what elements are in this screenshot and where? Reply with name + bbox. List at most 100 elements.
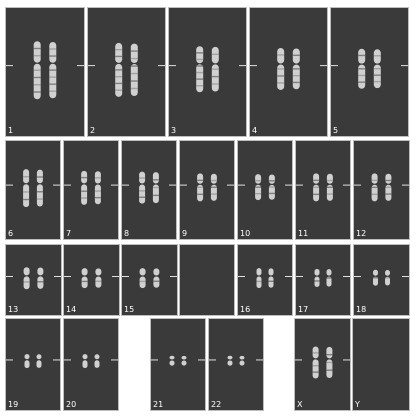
chromosome-left bbox=[255, 174, 262, 201]
chromosome-band bbox=[33, 84, 41, 86]
chromosome-band bbox=[210, 193, 217, 195]
chromosome-pair bbox=[354, 173, 409, 202]
chromosome-pair bbox=[64, 354, 118, 369]
chromosome-band bbox=[211, 68, 219, 70]
chromosome-p-arm bbox=[256, 268, 262, 276]
chromosome-p-arm bbox=[255, 174, 262, 184]
chromosome-band bbox=[196, 65, 204, 67]
chromosome-band bbox=[385, 179, 392, 182]
chromosome-q-arm bbox=[23, 276, 30, 290]
chromosome-p-arm bbox=[196, 46, 204, 64]
chromosome-left bbox=[82, 354, 88, 369]
chromosome-q-arm bbox=[33, 63, 41, 100]
chromosome-pair bbox=[88, 42, 165, 97]
chromosome-band bbox=[197, 186, 204, 189]
chromosome-p-arm bbox=[326, 346, 333, 359]
chromosome-band bbox=[115, 48, 123, 51]
chromosome-band bbox=[358, 74, 366, 77]
chromosome-band bbox=[268, 180, 275, 182]
chromosome-q-arm bbox=[95, 276, 102, 288]
chromosome-left bbox=[256, 268, 262, 289]
chromosome-q-arm bbox=[326, 276, 332, 287]
chromosome-q-arm bbox=[37, 276, 44, 289]
chromosome-band bbox=[292, 81, 300, 84]
chromosome-band bbox=[81, 280, 88, 283]
chromosome-q-arm bbox=[81, 276, 88, 289]
chromosome-band bbox=[371, 193, 378, 196]
chromosome-left bbox=[197, 173, 204, 202]
chromosome-band bbox=[326, 186, 333, 188]
chromosome-number-label: 8 bbox=[124, 229, 130, 238]
chromosome-band bbox=[211, 53, 219, 55]
chromosome-band bbox=[255, 179, 262, 182]
chromosome-p-arm bbox=[371, 173, 378, 184]
chromosome-band bbox=[373, 80, 381, 83]
chromosome-left bbox=[81, 170, 88, 205]
chromosome-right bbox=[385, 269, 390, 286]
chromosome-p-arm bbox=[197, 173, 204, 184]
chromosome-p-arm bbox=[326, 269, 332, 276]
chromosome-band bbox=[49, 76, 57, 78]
chromosome-pair bbox=[169, 46, 246, 93]
chromosome-left bbox=[115, 42, 123, 97]
chromosome-p-arm bbox=[23, 169, 30, 184]
chromosome-q-arm bbox=[268, 276, 274, 288]
chromosome-q-arm bbox=[385, 184, 392, 201]
chromosome-band bbox=[211, 83, 219, 85]
chromosome-pair bbox=[250, 47, 327, 90]
chromosome-right bbox=[385, 173, 392, 201]
chromosome-left bbox=[314, 268, 320, 287]
chromosome-right bbox=[95, 268, 102, 288]
chromosome-band bbox=[197, 193, 204, 196]
chromosome-number-label: 9 bbox=[182, 229, 188, 238]
chromosome-band bbox=[153, 280, 160, 282]
chromosome-p-arm bbox=[139, 268, 146, 276]
chromosome-q-arm bbox=[169, 360, 175, 366]
chromosome-q-arm bbox=[139, 184, 146, 204]
chromosome-band bbox=[313, 179, 320, 182]
chromosome-band bbox=[196, 71, 204, 74]
chromosome-band bbox=[277, 82, 285, 84]
chromosome-p-arm bbox=[82, 354, 88, 360]
chromosome-number-label: X bbox=[297, 400, 303, 409]
chromosome-left bbox=[23, 267, 30, 290]
chromosome-band bbox=[371, 179, 378, 182]
chromosome-cell-4: 4 bbox=[249, 7, 328, 137]
chromosome-band bbox=[95, 280, 102, 282]
chromosome-band bbox=[371, 186, 378, 189]
chromosome-band bbox=[210, 179, 217, 182]
chromosome-cell-1: 1 bbox=[5, 7, 85, 137]
chromosome-p-arm bbox=[326, 173, 333, 184]
chromosome-q-arm bbox=[23, 184, 30, 208]
chromosome-q-arm bbox=[373, 64, 381, 89]
chromosome-p-arm bbox=[23, 267, 30, 276]
chromosome-band bbox=[358, 68, 366, 70]
chromosome-p-arm bbox=[33, 41, 41, 63]
chromosome-cell-6: 6 bbox=[5, 140, 61, 240]
chromosome-band bbox=[115, 89, 123, 91]
chromosome-left bbox=[312, 346, 319, 379]
empty-cell: Y bbox=[352, 318, 410, 411]
chromosome-band bbox=[277, 68, 285, 70]
chromosome-number-label: 10 bbox=[240, 229, 251, 238]
chromosome-cell-19: 19 bbox=[5, 318, 61, 411]
chromosome-band bbox=[373, 68, 381, 70]
chromosome-band bbox=[373, 277, 378, 279]
chromosome-band bbox=[314, 280, 320, 282]
chromosome-cell-16: 16 bbox=[237, 244, 293, 316]
chromosome-band bbox=[373, 74, 381, 76]
chromosome-band bbox=[33, 76, 41, 79]
chromosome-band bbox=[49, 55, 57, 57]
chromosome-p-arm bbox=[130, 43, 138, 63]
chromosome-q-arm bbox=[210, 184, 217, 201]
chromosome-q-arm bbox=[277, 64, 285, 90]
chromosome-pair bbox=[122, 268, 177, 289]
chromosome-right bbox=[326, 173, 333, 201]
chromosome-band bbox=[326, 369, 333, 371]
chromosome-cell-22: 22 bbox=[208, 318, 264, 411]
chromosome-cell-21: 21 bbox=[150, 318, 206, 411]
chromosome-band bbox=[292, 68, 300, 70]
chromosome-band bbox=[139, 177, 146, 179]
empty-cell bbox=[179, 244, 235, 316]
chromosome-q-arm bbox=[227, 360, 233, 366]
